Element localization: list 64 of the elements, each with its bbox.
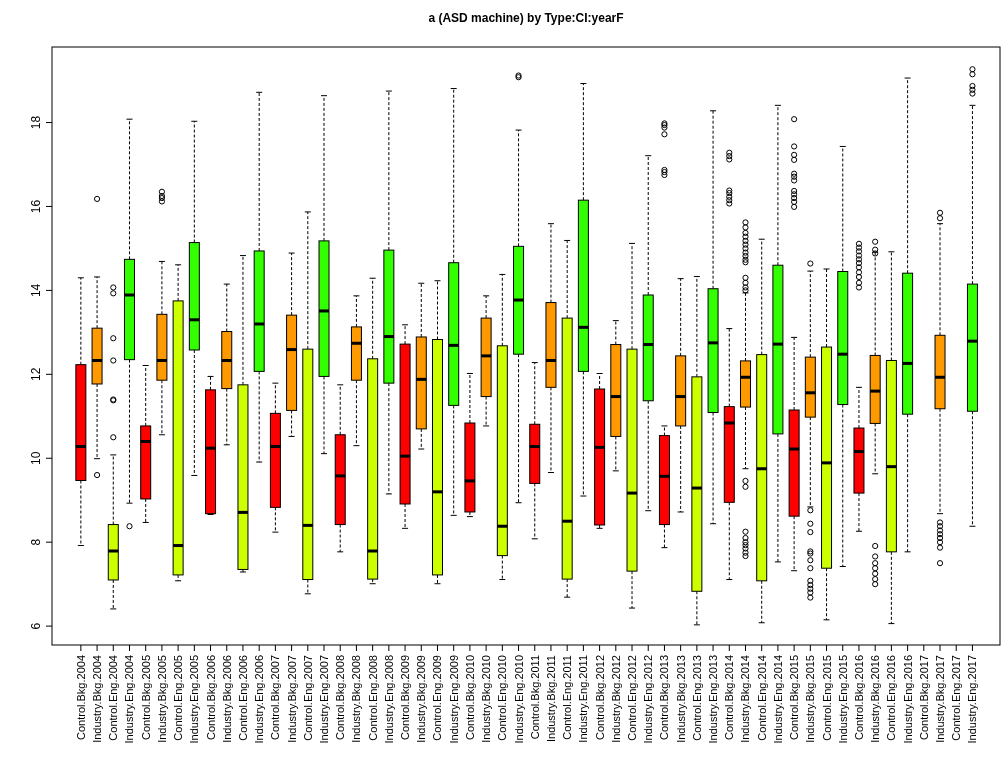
- x-tick-label: Industry.Eng.2008: [382, 655, 395, 744]
- x-tick-label: Industry.Bkg.2012: [609, 655, 622, 743]
- x-tick-label: Control.Bkg.2014: [723, 655, 736, 740]
- x-tick-label: Industry.Eng.2010: [512, 655, 525, 744]
- x-tick-label: Industry.Bkg.2014: [739, 655, 752, 743]
- x-tick-label: Control.Bkg.2016: [852, 655, 865, 740]
- x-tick-label: Control.Bkg.2011: [528, 655, 541, 740]
- x-tick-label: Control.Bkg.2010: [463, 655, 476, 740]
- x-tick-label: Control.Bkg.2008: [334, 655, 347, 740]
- x-tick-label: Control.Bkg.2005: [139, 655, 152, 740]
- x-tick-label: Industry.Bkg.2009: [415, 655, 428, 743]
- x-tick-label: Control.Eng.2017: [950, 655, 963, 741]
- x-tick-label: Control.Bkg.2017: [917, 655, 930, 740]
- x-tick-label: Control.Eng.2011: [561, 655, 574, 740]
- x-tick-label: Control.Bkg.2007: [269, 655, 282, 740]
- x-tick-label: Control.Eng.2014: [755, 655, 768, 741]
- y-tick-label: 10: [29, 451, 43, 465]
- x-tick-label: Industry.Eng.2014: [771, 655, 784, 744]
- x-tick-label: Control.Eng.2009: [431, 655, 444, 741]
- x-tick-label: Industry.Bkg.2011: [544, 655, 557, 743]
- x-tick-label: Control.Eng.2016: [885, 655, 898, 741]
- x-tick-label: Industry.Bkg.2005: [155, 655, 168, 743]
- x-tick-label: Control.Bkg.2009: [399, 655, 412, 740]
- x-tick-label: Control.Bkg.2015: [788, 655, 801, 740]
- x-tick-label: Control.Bkg.2006: [204, 655, 217, 740]
- x-tick-label: Control.Eng.2005: [172, 655, 185, 741]
- y-tick-label: 18: [29, 115, 43, 130]
- x-tick-label: Industry.Bkg.2013: [674, 655, 687, 743]
- y-tick-label: 16: [29, 199, 43, 214]
- y-tick-label: 6: [29, 622, 43, 630]
- y-tick-label: 12: [29, 367, 43, 382]
- x-tick-label: Industry.Eng.2015: [836, 655, 849, 744]
- y-tick-label: 14: [29, 283, 43, 298]
- x-tick-label: Control.Eng.2012: [626, 655, 639, 741]
- x-tick-label: Control.Eng.2006: [236, 655, 249, 741]
- x-tick-label: Control.Eng.2008: [366, 655, 379, 741]
- x-tick-label: Industry.Eng.2017: [966, 655, 979, 744]
- x-tick-label: Industry.Bkg.2004: [91, 655, 104, 743]
- x-tick-label: Industry.Eng.2012: [642, 655, 655, 744]
- x-tick-label: Industry.Bkg.2007: [285, 655, 298, 743]
- x-tick-label: Industry.Eng.2016: [901, 655, 914, 744]
- y-tick-label: 8: [29, 538, 43, 546]
- x-tick-label: Industry.Eng.2013: [707, 655, 720, 744]
- x-tick-label: Industry.Eng.2011: [577, 655, 590, 743]
- x-tick-label: Industry.Bkg.2016: [869, 655, 882, 743]
- x-tick-label: Industry.Bkg.2017: [934, 655, 947, 743]
- x-tick-label: Control.Eng.2007: [301, 655, 314, 741]
- x-tick-label: Industry.Eng.2009: [447, 655, 460, 744]
- x-tick-label: Control.Eng.2013: [690, 655, 703, 741]
- x-tick-label: Control.Bkg.2012: [593, 655, 606, 740]
- x-tick-label: Control.Bkg.2013: [658, 655, 671, 740]
- x-tick-label: Industry.Eng.2006: [253, 655, 266, 744]
- x-tick-label: Industry.Bkg.2010: [480, 655, 493, 743]
- x-tick-label: Industry.Bkg.2015: [804, 655, 817, 743]
- x-tick-label: Industry.Eng.2004: [123, 655, 136, 744]
- x-tick-label: Control.Eng.2004: [107, 655, 120, 741]
- x-tick-label: Control.Bkg.2004: [74, 655, 87, 740]
- x-tick-label: Industry.Eng.2007: [318, 655, 331, 744]
- x-tick-label: Industry.Bkg.2006: [220, 655, 233, 743]
- chart-title: a (ASD machine) by Type:CI:yearF: [428, 11, 624, 25]
- x-tick-label: Control.Eng.2015: [820, 655, 833, 741]
- x-tick-label: Industry.Bkg.2008: [350, 655, 363, 743]
- x-tick-label: Industry.Eng.2005: [188, 655, 201, 744]
- x-tick-label: Control.Eng.2010: [496, 655, 509, 741]
